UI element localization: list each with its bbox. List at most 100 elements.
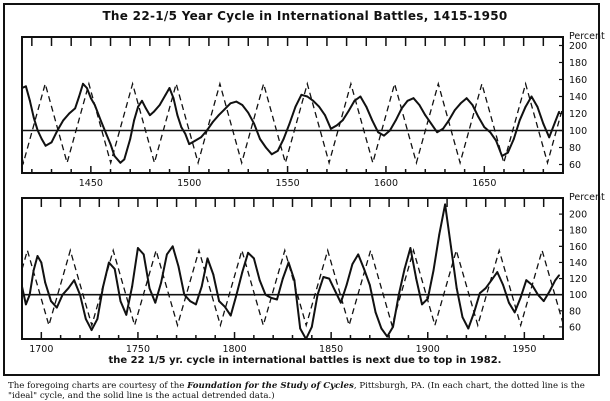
data-point: [78, 95, 80, 98]
data-point: [450, 245, 452, 248]
data-point: [145, 107, 147, 110]
x-tick-label: 1600: [374, 178, 398, 189]
data-point: [554, 121, 556, 123]
data-point: [206, 257, 209, 260]
data-point: [212, 273, 215, 276]
data-point: [235, 293, 238, 296]
data-point: [149, 114, 151, 117]
data-point: [519, 297, 522, 299]
data-point: [412, 97, 415, 100]
data-point: [501, 155, 503, 157]
data-point: [62, 119, 65, 122]
data-point: [142, 253, 145, 256]
data-point: [483, 126, 486, 128]
data-point: [177, 265, 180, 268]
x-tick-label: 1500: [177, 178, 201, 189]
panel-top: 1450 1500 1550 1600 1650 60 80 100 120 140 160 180 2…: [21, 31, 605, 189]
data-point: [531, 284, 533, 286]
x-tick-label: 1900: [416, 344, 440, 355]
data-point: [444, 203, 446, 206]
data-point: [341, 119, 344, 122]
data-point: [386, 335, 389, 338]
data-point: [73, 279, 76, 282]
data-point: [119, 300, 122, 302]
data-point: [421, 303, 423, 306]
x-tick-label: 1650: [472, 178, 496, 189]
data-point: [453, 109, 456, 111]
data-point: [86, 87, 88, 89]
data-point: [380, 327, 383, 330]
data-point: [324, 114, 326, 117]
data-point: [224, 305, 226, 308]
data-point: [430, 122, 433, 125]
data-point: [241, 104, 244, 106]
y-tick-label: 180: [569, 226, 587, 237]
data-point: [548, 136, 551, 139]
data-point: [264, 293, 267, 296]
chart-title: The 22-1/5 Year Cycle in International B…: [102, 9, 508, 23]
chart-note: the 22 1/5 yr. cycle in international ba…: [108, 355, 502, 366]
data-point: [93, 104, 96, 106]
data-point: [300, 93, 303, 96]
data-point: [424, 114, 427, 117]
data-point: [368, 284, 371, 286]
data-point: [113, 155, 116, 157]
data-point: [409, 247, 412, 249]
data-point: [406, 99, 409, 102]
actual-data-line: [21, 203, 560, 340]
y-tick-label: 160: [569, 242, 587, 253]
data-point: [432, 269, 435, 272]
data-point: [418, 104, 421, 106]
data-point: [183, 293, 186, 296]
y-tick-label: 60: [569, 322, 581, 333]
data-point: [253, 257, 255, 260]
data-point: [438, 233, 441, 236]
data-point: [123, 158, 126, 161]
data-point: [50, 300, 52, 302]
data-point: [477, 116, 480, 118]
data-point: [189, 300, 192, 302]
data-point: [502, 284, 504, 286]
data-point: [459, 102, 462, 105]
data-point: [518, 119, 521, 122]
data-point: [200, 136, 202, 139]
data-point: [353, 99, 356, 102]
panel-bottom: 1700 1750 1800 1850 1900 1950 60 80 100 120 140 160…: [21, 192, 605, 355]
data-point: [436, 131, 438, 134]
y-tick-label: 100: [569, 290, 587, 301]
data-point: [55, 306, 58, 309]
data-point: [67, 287, 70, 290]
data-point: [270, 153, 273, 156]
data-point: [347, 110, 350, 112]
data-point: [90, 329, 93, 331]
data-point: [79, 293, 81, 296]
y-axis-label: Percent: [569, 31, 605, 42]
data-point: [164, 93, 167, 96]
data-point: [351, 263, 354, 265]
y-tick-label: 80: [569, 306, 581, 317]
data-point: [137, 105, 140, 108]
x-tick-label: 1950: [512, 344, 536, 355]
data-point: [282, 138, 285, 140]
data-point: [253, 122, 256, 125]
x-tick-label: 1550: [275, 178, 299, 189]
data-point: [154, 301, 157, 304]
data-point: [166, 253, 168, 256]
data-point: [484, 287, 487, 290]
data-point: [125, 313, 128, 316]
data-point: [206, 129, 208, 132]
data-point: [50, 141, 53, 144]
data-point: [537, 293, 539, 296]
data-point: [113, 268, 116, 270]
data-point: [235, 100, 238, 103]
data-point: [525, 279, 528, 282]
data-point: [105, 133, 108, 136]
plot-frame: [21, 36, 564, 174]
data-point: [223, 108, 226, 111]
data-point: [99, 119, 102, 122]
data-point: [530, 95, 533, 98]
chart-frame: [3, 3, 600, 376]
data-point: [496, 271, 499, 273]
data-point: [265, 146, 267, 149]
